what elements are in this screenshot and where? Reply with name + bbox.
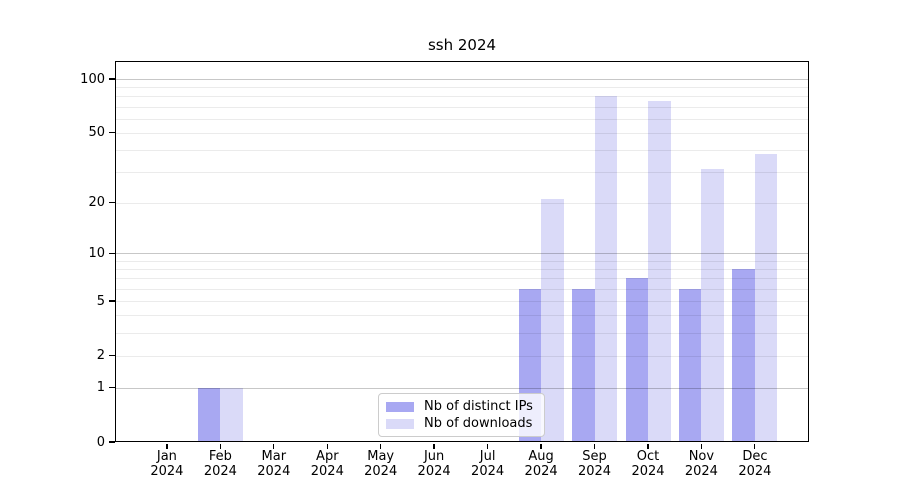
bar-aug-downloads	[541, 198, 564, 442]
minor-gridline	[115, 132, 809, 134]
y-tick-mark	[109, 78, 115, 80]
y-axis-tick-label: 0	[96, 434, 105, 450]
x-axis-tick-label: Apr 2024	[310, 449, 344, 479]
x-tick-mark	[540, 443, 542, 449]
y-axis-tick-label: 5	[96, 293, 105, 309]
minor-gridline	[115, 315, 809, 317]
x-tick-mark	[273, 443, 275, 449]
minor-gridline	[115, 355, 809, 357]
x-axis-tick-label: Feb 2024	[203, 449, 237, 479]
y-tick-mark	[109, 300, 115, 302]
y-tick-mark	[109, 441, 115, 443]
minor-gridline	[115, 106, 809, 108]
bar-nov-distinct-ips	[678, 289, 702, 442]
x-axis-tick-label: Dec 2024	[738, 449, 772, 479]
legend-item: Nb of distinct IPs	[386, 398, 537, 415]
minor-gridline	[115, 202, 809, 204]
plot-area	[115, 61, 809, 442]
y-tick-mark	[109, 201, 115, 204]
x-axis-tick-label: Mar 2024	[257, 449, 291, 479]
legend-item: Nb of downloads	[386, 415, 537, 432]
y-axis-tick-label: 2	[96, 348, 105, 364]
bar-sep-downloads	[594, 96, 617, 442]
x-tick-mark	[326, 443, 328, 449]
minor-gridline	[115, 260, 809, 262]
y-axis-tick-label: 20	[88, 195, 105, 210]
x-tick-mark	[754, 443, 756, 449]
bar-dec-distinct-ips	[732, 269, 755, 442]
minor-gridline	[115, 87, 809, 89]
legend: Nb of distinct IPs Nb of downloads	[378, 393, 545, 437]
bar-oct-distinct-ips	[625, 278, 648, 442]
y-axis-tick-label: 50	[88, 125, 105, 141]
bar-sep-distinct-ips	[572, 289, 595, 442]
major-gridline	[115, 79, 809, 80]
x-tick-mark	[219, 443, 222, 449]
x-tick-mark	[700, 443, 703, 449]
legend-swatch-distinct-ips	[386, 401, 414, 412]
x-axis-tick-label: Aug 2024	[524, 449, 558, 479]
minor-gridline	[115, 96, 809, 98]
legend-label: Nb of downloads	[424, 416, 533, 431]
y-axis-tick-label: 1	[96, 380, 105, 395]
x-axis-tick-label: May 2024	[364, 449, 398, 479]
minor-gridline	[115, 278, 809, 280]
x-axis-tick-label: Jan 2024	[150, 449, 184, 479]
minor-gridline	[115, 289, 809, 290]
x-axis-tick-label: Jul 2024	[471, 449, 505, 479]
minor-gridline	[115, 171, 809, 173]
x-tick-mark	[486, 443, 489, 449]
x-axis-tick-label: Jun 2024	[417, 449, 451, 479]
minor-gridline	[115, 333, 809, 334]
x-axis-tick-label: Nov 2024	[684, 449, 718, 479]
minor-gridline	[115, 301, 809, 303]
y-tick-mark	[109, 354, 115, 357]
bar-feb-downloads	[220, 387, 243, 442]
x-axis-tick-label: Sep 2024	[577, 449, 612, 479]
x-tick-mark	[647, 443, 649, 449]
minor-gridline	[115, 149, 809, 151]
minor-gridline	[115, 118, 809, 120]
major-gridline	[115, 387, 809, 389]
bar-feb-distinct-ips	[197, 387, 221, 442]
x-tick-mark	[380, 443, 382, 449]
bar-dec-downloads	[754, 153, 778, 442]
major-gridline	[115, 253, 809, 255]
x-tick-mark	[433, 443, 435, 449]
y-tick-mark	[109, 252, 115, 255]
y-axis-tick-label: 10	[88, 245, 105, 261]
bar-oct-downloads	[648, 101, 671, 442]
y-tick-mark	[109, 386, 115, 389]
y-tick-mark	[109, 132, 115, 134]
chart-title: ssh 2024	[427, 36, 497, 54]
legend-label: Nb of distinct IPs	[424, 399, 533, 414]
x-axis-tick-label: Oct 2024	[631, 449, 665, 479]
y-axis-tick-label: 100	[80, 71, 105, 87]
minor-gridline	[115, 269, 809, 271]
x-tick-mark	[166, 443, 168, 449]
x-tick-mark	[593, 443, 596, 449]
legend-swatch-downloads	[386, 418, 414, 429]
bar-nov-downloads	[701, 169, 724, 442]
